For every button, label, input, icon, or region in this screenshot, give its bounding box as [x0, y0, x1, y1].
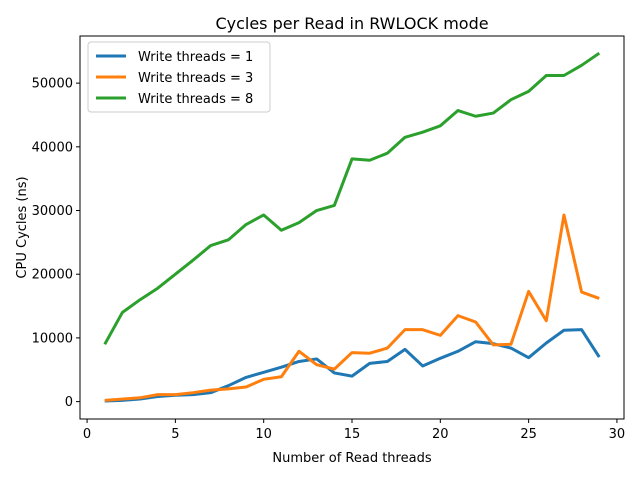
series-layer [103, 51, 601, 403]
series-line-2 [104, 213, 600, 402]
x-axis-label: Number of Read threads [272, 451, 431, 466]
y-tick-label: 0 [65, 395, 73, 410]
legend-label-3: Write threads = 8 [138, 92, 253, 107]
x-tick-label: 15 [344, 427, 361, 442]
y-tick-label: 30000 [32, 204, 73, 219]
legend: Write threads = 1 Write threads = 3 Write … [87, 41, 271, 113]
y-tick-label: 40000 [32, 140, 73, 155]
y-axis-label: CPU Cycles (ns) [15, 176, 30, 278]
x-tick-label: 30 [609, 427, 626, 442]
x-tick-label: 0 [83, 427, 91, 442]
chart-title: Cycles per Read in RWLOCK mode [215, 14, 488, 33]
x-tick-label: 20 [432, 427, 449, 442]
axes-layer: 0 5 10 15 20 25 30 0 10000 20000 30000 40000 50000 [32, 35, 626, 442]
legend-label-1: Write threads = 1 [138, 50, 253, 65]
x-tick-label: 10 [255, 427, 272, 442]
legend-box [87, 41, 271, 113]
series-line-3 [103, 51, 601, 346]
legend-label-2: Write threads = 3 [138, 71, 253, 86]
x-tick-label: 5 [171, 427, 179, 442]
x-tick-label: 25 [520, 427, 537, 442]
y-tick-label: 20000 [32, 268, 73, 283]
y-tick-label: 10000 [32, 331, 73, 346]
y-tick-label: 50000 [32, 77, 73, 92]
